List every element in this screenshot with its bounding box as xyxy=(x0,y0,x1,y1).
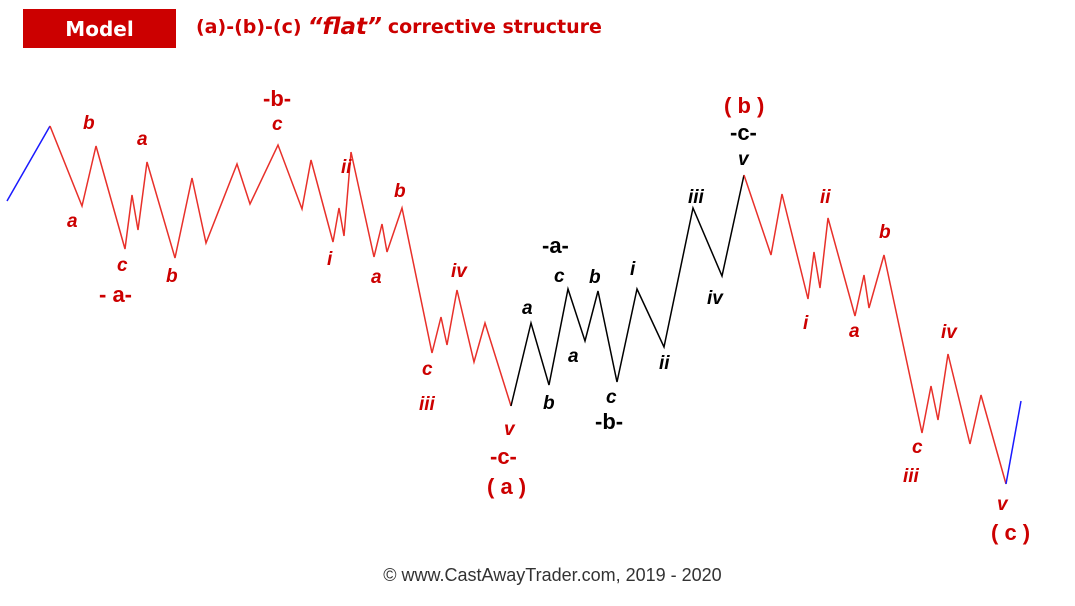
label-bw-sub-a: -a- xyxy=(542,233,569,258)
label-cw-ii: ii xyxy=(820,187,831,208)
label-bw-a: a xyxy=(522,298,533,319)
label-c-iii: iii xyxy=(419,394,436,415)
label-ii: ii xyxy=(341,157,352,178)
page-title: (a)-(b)-(c) “flat” corrective structure xyxy=(196,12,602,42)
label-bw-ii: ii xyxy=(659,353,670,374)
label-cw-c: c xyxy=(912,437,923,458)
model-badge: Model xyxy=(23,9,176,48)
label-bw-c: c xyxy=(554,266,565,287)
label-cw-b: b xyxy=(879,222,891,243)
label-c-v: v xyxy=(504,419,516,440)
label-sub-c: -c- xyxy=(490,444,517,469)
label-bw-iii: iii xyxy=(688,187,705,208)
lead-in-line xyxy=(6,125,51,202)
wave-c-line xyxy=(743,174,1007,485)
label-b-b: b xyxy=(394,181,406,202)
label-sub-a: - a- xyxy=(99,282,132,307)
label-bw-b2: b xyxy=(589,267,601,288)
label-c-iv: iv xyxy=(451,261,468,282)
label-bw-i: i xyxy=(630,259,636,280)
label-bw-b: b xyxy=(543,393,555,414)
label-cw-i: i xyxy=(803,313,809,334)
title-flat: “flat” xyxy=(307,14,382,40)
label-cw-iii: iii xyxy=(903,466,920,487)
label-cw-iv: iv xyxy=(941,322,958,343)
label-bw-sub-b: -b- xyxy=(595,409,623,434)
label-bw-sub-c: -c- xyxy=(730,120,757,145)
label-sub-b: -b- xyxy=(263,86,291,111)
label-c-c: c xyxy=(422,359,433,380)
label-bw-c2: c xyxy=(606,387,617,408)
label-b-a: a xyxy=(371,267,382,288)
label-cw-a: a xyxy=(849,321,860,342)
label-a-b2: b xyxy=(166,266,178,287)
wave-a-line xyxy=(49,125,512,407)
exit-line xyxy=(1005,400,1022,485)
label-degree-b: ( b ) xyxy=(724,93,764,118)
copyright-text: © www.CastAwayTrader.com, 2019 - 2020 xyxy=(383,565,722,585)
label-a-a: a xyxy=(67,211,78,232)
label-a-b: b xyxy=(83,113,95,134)
label-degree-c: ( c ) xyxy=(991,520,1030,545)
label-cw-v: v xyxy=(997,494,1009,515)
title-suffix: corrective structure xyxy=(387,16,602,38)
title-prefix: (a)-(b)-(c) xyxy=(196,16,302,38)
label-bw-iv: iv xyxy=(707,288,724,309)
label-a-a2: a xyxy=(137,129,148,150)
label-bw-v: v xyxy=(738,149,750,170)
label-degree-a: ( a ) xyxy=(487,474,526,499)
label-a-c: c xyxy=(117,255,128,276)
label-b-c: c xyxy=(272,114,283,135)
label-bw-a2: a xyxy=(568,346,579,367)
wave-b-line xyxy=(510,174,745,407)
label-i: i xyxy=(327,249,333,270)
